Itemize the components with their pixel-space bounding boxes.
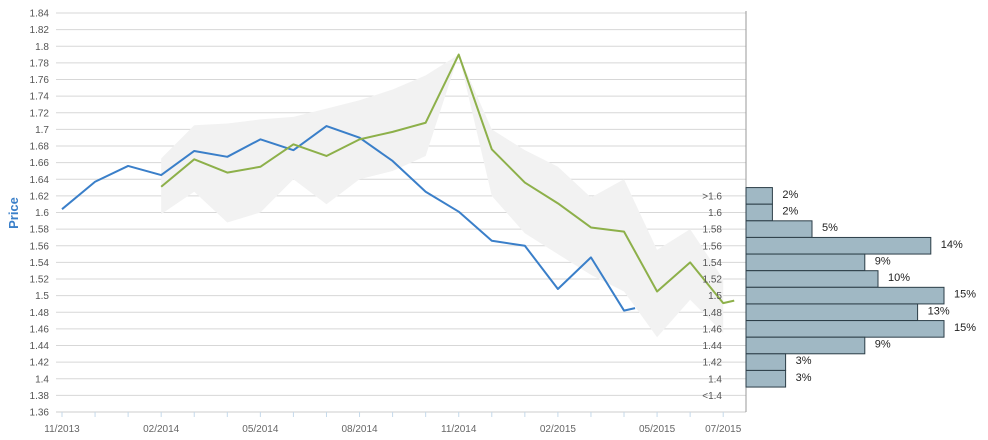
x-tick-label: 05/2014	[242, 424, 279, 435]
y-tick-label: 1.56	[30, 241, 50, 252]
percent-label: 10%	[888, 272, 910, 284]
bin-label: 1.44	[703, 341, 723, 352]
y-tick-label: 1.5	[35, 291, 49, 302]
x-tick-label: 05/2015	[639, 424, 676, 435]
distribution-bar	[745, 336, 866, 355]
y-tick-label: 1.76	[30, 75, 50, 86]
y-tick-label: 1.46	[30, 324, 50, 335]
y-tick-label: 1.4	[35, 374, 49, 385]
bin-label: 1.5	[708, 291, 722, 302]
distribution-bar	[745, 253, 866, 272]
y-tick-label: 1.58	[30, 225, 50, 236]
y-tick-label: 1.68	[30, 142, 50, 153]
y-tick-label: 1.78	[30, 58, 50, 69]
distribution-bar	[745, 236, 932, 255]
bin-label: 1.4	[708, 374, 722, 385]
y-tick-label: 1.82	[30, 25, 50, 36]
distribution-bar	[745, 270, 879, 288]
bin-label: 1.46	[703, 324, 723, 335]
y-tick-label: 1.42	[30, 358, 50, 369]
y-tick-label: 1.8	[35, 42, 49, 53]
percent-label: 15%	[954, 289, 976, 301]
y-tick-label: 1.72	[30, 108, 50, 119]
series-line-blue	[61, 125, 636, 312]
distribution-bar	[745, 303, 919, 322]
y-tick-label: 1.6	[35, 208, 49, 219]
percent-label: 9%	[875, 255, 891, 267]
y-tick-label: 1.64	[30, 175, 50, 186]
percent-label: 5%	[822, 222, 838, 234]
bin-label: >1.6	[702, 191, 722, 202]
bin-label: 1.54	[703, 258, 723, 269]
series-lines	[61, 53, 735, 312]
y-tick-label: 1.44	[30, 341, 50, 352]
y-tick-label: 1.38	[30, 391, 50, 402]
bin-label: <1.4	[702, 391, 722, 402]
distribution-bar	[745, 320, 945, 338]
y-tick-label: 1.74	[30, 92, 50, 103]
x-tick-label: 02/2014	[143, 424, 180, 435]
percent-label: 14%	[941, 239, 963, 251]
percent-label: 3%	[796, 372, 812, 384]
x-tick-label: 11/2013	[44, 424, 80, 435]
bin-label: 1.58	[703, 225, 723, 236]
distribution-bar	[745, 203, 773, 222]
y-tick-label: 1.54	[30, 258, 50, 269]
bin-label: 1.42	[703, 358, 723, 369]
distribution-bar	[745, 187, 773, 205]
y-tick-label: 1.62	[30, 191, 50, 202]
distribution-bar	[745, 369, 787, 388]
bin-label: 1.6	[708, 208, 722, 219]
percent-label: 13%	[928, 305, 950, 317]
x-tick-label: 11/2014	[441, 424, 477, 435]
percent-label: 9%	[875, 339, 891, 351]
y-tick-label: 1.52	[30, 275, 50, 286]
y-tick-label: 1.84	[30, 9, 50, 20]
x-tick-label: 08/2014	[341, 424, 378, 435]
percent-label: 3%	[796, 355, 812, 367]
distribution-bars: >1.6 2% 1.6 2% 1.58 5% 1.56 14% 1.54 9% 1.52 10% 1.5…	[702, 187, 976, 402]
bin-label: 1.56	[703, 241, 723, 252]
y-tick-label: 1.48	[30, 308, 50, 319]
percent-label: 2%	[782, 189, 798, 201]
percent-label: 2%	[782, 206, 798, 218]
y-tick-label: 1.36	[30, 408, 50, 419]
y-tick-label: 1.66	[30, 158, 50, 169]
series-line-green	[160, 53, 735, 305]
grid	[56, 12, 746, 413]
bin-label: 1.52	[703, 275, 723, 286]
distribution-bar	[745, 220, 813, 238]
x-tick-label: 02/2015	[540, 424, 577, 435]
y-tick-label: 1.7	[35, 125, 49, 136]
bin-label: 1.48	[703, 308, 723, 319]
x-tick-label: 07/2015	[705, 424, 742, 435]
distribution-bar	[745, 353, 787, 371]
percent-label: 15%	[954, 322, 976, 334]
distribution-bar	[745, 286, 945, 305]
y-axis-label: Price	[6, 197, 21, 229]
